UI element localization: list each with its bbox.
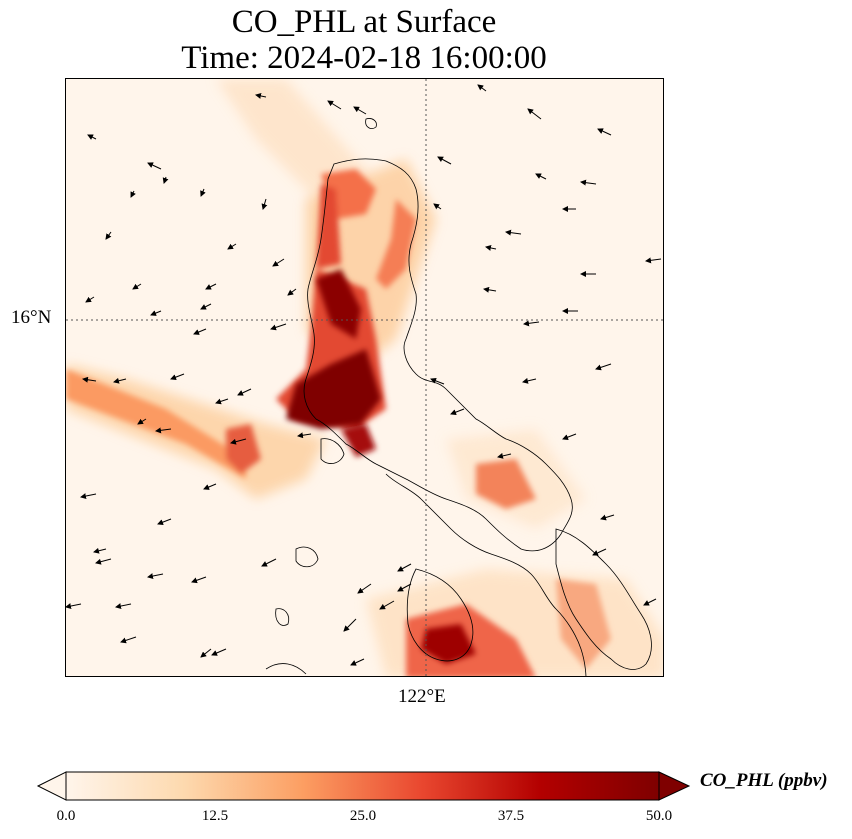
- core-small: [341, 424, 376, 457]
- latitude-label: 16°N: [11, 307, 52, 328]
- core-north: [316, 269, 361, 339]
- island-small-2: [295, 546, 319, 568]
- central-coast: [385, 473, 587, 676]
- coastlines: [265, 118, 652, 676]
- plot-subtitle-time: Time: 2024-02-18 16:00:00: [181, 40, 547, 76]
- colorbar-tick-3: 37.5: [497, 808, 525, 824]
- colorbar: [36, 771, 691, 801]
- colorbar-body: [65, 771, 660, 801]
- map-panel: [65, 78, 664, 677]
- core-south: [421, 624, 476, 664]
- colorbar-extend-low: [36, 771, 67, 801]
- plume-ring-nw: [316, 184, 341, 269]
- plume-east-patch: [476, 459, 536, 509]
- plume-coastal-band: [66, 369, 246, 479]
- island-small-4: [365, 118, 377, 129]
- island-small-1: [320, 438, 345, 464]
- core-main: [286, 349, 381, 429]
- colorbar-tick-4: 50.0: [645, 808, 673, 824]
- colorbar-extend-high: [658, 771, 691, 801]
- colorbar-tick-0: 0.0: [56, 808, 76, 824]
- map-canvas: [66, 79, 663, 676]
- colorbar-tick-2: 25.0: [349, 808, 377, 824]
- island-southwest: [406, 568, 474, 662]
- colorbar-label: CO_PHL (ppbv): [700, 770, 828, 791]
- luzon-coastline: [303, 158, 573, 552]
- wind-vectors: [66, 84, 662, 666]
- plume-sw-patch: [226, 424, 261, 474]
- island-east: [555, 528, 652, 670]
- island-small-3: [275, 608, 290, 626]
- concentration-field: [66, 79, 663, 676]
- island-small-5: [265, 663, 307, 675]
- colorbar-tick-1: 12.5: [201, 808, 229, 824]
- plume-ring-east: [376, 199, 416, 289]
- plume-southeast: [556, 579, 611, 669]
- plot-title: CO_PHL at Surface: [231, 4, 497, 40]
- longitude-label: 122°E: [398, 686, 446, 707]
